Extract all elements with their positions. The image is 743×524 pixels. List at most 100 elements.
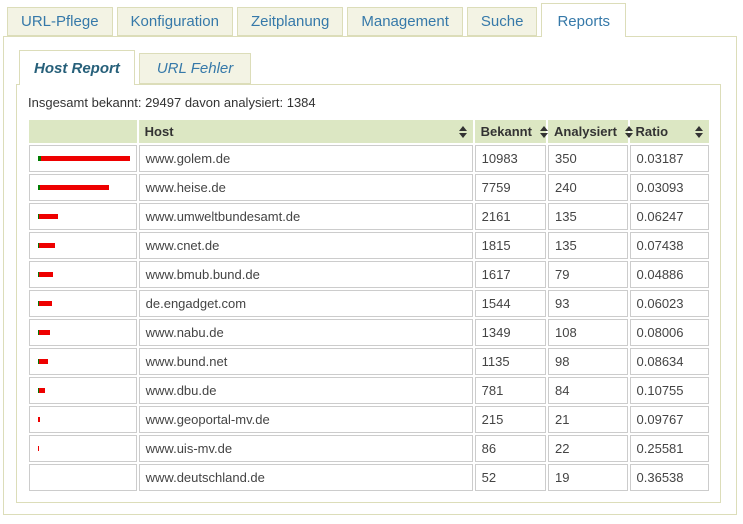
analysiert-cell: 135 xyxy=(548,203,628,230)
table-row: www.umweltbundesamt.de 2161 135 0.06247 xyxy=(29,203,709,230)
tab-konfiguration[interactable]: Konfiguration xyxy=(116,7,233,36)
sort-icon xyxy=(695,125,703,138)
host-cell: www.geoportal-mv.de xyxy=(138,406,473,433)
tab-url-pflege[interactable]: URL-Pflege xyxy=(7,7,113,36)
host-ratio-bar xyxy=(38,243,130,248)
host-cell: www.deutschland.de xyxy=(138,464,473,491)
host-cell: www.cnet.de xyxy=(138,232,473,259)
tab-reports[interactable]: Reports xyxy=(541,3,626,37)
column-label-bekannt: Bekannt xyxy=(480,124,532,139)
host-ratio-bar xyxy=(38,272,130,277)
ratio-cell: 0.09767 xyxy=(629,406,709,433)
host-report-table: Host Bekannt Analysier xyxy=(27,118,711,493)
column-header-bar xyxy=(29,120,137,143)
ratio-cell: 0.25581 xyxy=(629,435,709,462)
ratio-cell: 0.03093 xyxy=(629,174,709,201)
analysiert-cell: 84 xyxy=(548,377,628,404)
table-header-row: Host Bekannt Analysier xyxy=(29,120,709,143)
bar-analysiert-segment xyxy=(38,359,39,364)
summary-text: Insgesamt bekannt: 29497 davon analysier… xyxy=(28,95,316,110)
bekannt-cell: 52 xyxy=(474,464,547,491)
bar-bekannt-segment xyxy=(39,272,53,277)
bar-bekannt-segment xyxy=(40,185,109,190)
reports-panel: Host Report URL Fehler Insgesamt bekannt… xyxy=(3,36,737,515)
ratio-cell: 0.08634 xyxy=(629,348,709,375)
host-bar-cell xyxy=(29,261,137,288)
host-ratio-bar xyxy=(38,388,130,393)
bekannt-cell: 1617 xyxy=(474,261,547,288)
ratio-cell: 0.07438 xyxy=(629,232,709,259)
bekannt-cell: 7759 xyxy=(474,174,547,201)
host-cell: www.dbu.de xyxy=(138,377,473,404)
bar-analysiert-segment xyxy=(38,214,39,219)
table-row: www.bund.net 1135 98 0.08634 xyxy=(29,348,709,375)
column-header-bekannt[interactable]: Bekannt xyxy=(474,120,548,143)
table-row: de.engadget.com 1544 93 0.06023 xyxy=(29,290,709,317)
analysiert-cell: 108 xyxy=(548,319,628,346)
table-row: www.cnet.de 1815 135 0.07438 xyxy=(29,232,709,259)
host-ratio-bar xyxy=(38,156,130,161)
bekannt-cell: 1135 xyxy=(474,348,547,375)
sort-icon xyxy=(458,125,467,138)
table-row: www.heise.de 7759 240 0.03093 xyxy=(29,174,709,201)
host-bar-cell xyxy=(29,435,137,462)
ratio-cell: 0.03187 xyxy=(629,145,709,172)
analysiert-cell: 21 xyxy=(548,406,628,433)
bekannt-cell: 215 xyxy=(474,406,547,433)
table-row: www.uis-mv.de 86 22 0.25581 xyxy=(29,435,709,462)
sort-icon xyxy=(624,125,633,138)
bar-analysiert-segment xyxy=(38,330,39,335)
ratio-cell: 0.04886 xyxy=(629,261,709,288)
bar-bekannt-segment xyxy=(38,417,40,422)
ratio-cell: 0.06247 xyxy=(629,203,709,230)
bar-analysiert-segment xyxy=(38,301,39,306)
tab-zeitplanung[interactable]: Zeitplanung xyxy=(236,7,344,36)
column-header-host[interactable]: Host xyxy=(138,120,473,143)
subtab-host-report[interactable]: Host Report xyxy=(19,50,135,85)
host-bar-cell xyxy=(29,377,137,404)
bar-analysiert-segment xyxy=(38,185,40,190)
column-label-host: Host xyxy=(144,124,174,139)
bar-bekannt-segment xyxy=(39,359,48,364)
analysiert-cell: 98 xyxy=(548,348,628,375)
analysiert-cell: 93 xyxy=(548,290,628,317)
bar-bekannt-segment xyxy=(39,330,50,335)
table-row: www.dbu.de 781 84 0.10755 xyxy=(29,377,709,404)
analysiert-cell: 240 xyxy=(548,174,628,201)
bekannt-cell: 1815 xyxy=(474,232,547,259)
host-bar-cell xyxy=(29,232,137,259)
host-cell: www.bund.net xyxy=(138,348,473,375)
analysiert-cell: 135 xyxy=(548,232,628,259)
bar-bekannt-segment xyxy=(39,388,45,393)
host-bar-cell xyxy=(29,174,137,201)
host-ratio-bar xyxy=(38,214,130,219)
host-ratio-bar xyxy=(38,185,130,190)
column-header-ratio[interactable]: Ratio xyxy=(629,120,709,143)
table-row: www.golem.de 10983 350 0.03187 xyxy=(29,145,709,172)
sort-icon xyxy=(539,125,548,138)
column-label-analysiert: Analysiert xyxy=(554,124,617,139)
host-ratio-bar xyxy=(38,446,130,451)
bar-bekannt-segment xyxy=(38,446,39,451)
column-header-analysiert[interactable]: Analysiert xyxy=(548,120,633,143)
table-row: www.geoportal-mv.de 215 21 0.09767 xyxy=(29,406,709,433)
bekannt-cell: 10983 xyxy=(474,145,547,172)
host-bar-cell xyxy=(29,203,137,230)
analysiert-cell: 22 xyxy=(548,435,628,462)
host-bar-cell xyxy=(29,290,137,317)
analysiert-cell: 79 xyxy=(548,261,628,288)
host-ratio-bar xyxy=(38,330,130,335)
bekannt-cell: 1349 xyxy=(474,319,547,346)
subtab-url-fehler[interactable]: URL Fehler xyxy=(138,53,252,84)
bekannt-cell: 86 xyxy=(474,435,547,462)
table-row: www.bmub.bund.de 1617 79 0.04886 xyxy=(29,261,709,288)
report-sub-tab-bar: Host Report URL Fehler xyxy=(19,50,736,85)
tab-suche[interactable]: Suche xyxy=(466,7,538,36)
host-bar-cell xyxy=(29,464,137,491)
tab-management[interactable]: Management xyxy=(347,7,463,36)
table-row: www.nabu.de 1349 108 0.08006 xyxy=(29,319,709,346)
bar-bekannt-segment xyxy=(39,301,52,306)
bekannt-cell: 1544 xyxy=(474,290,547,317)
host-cell: www.umweltbundesamt.de xyxy=(138,203,473,230)
